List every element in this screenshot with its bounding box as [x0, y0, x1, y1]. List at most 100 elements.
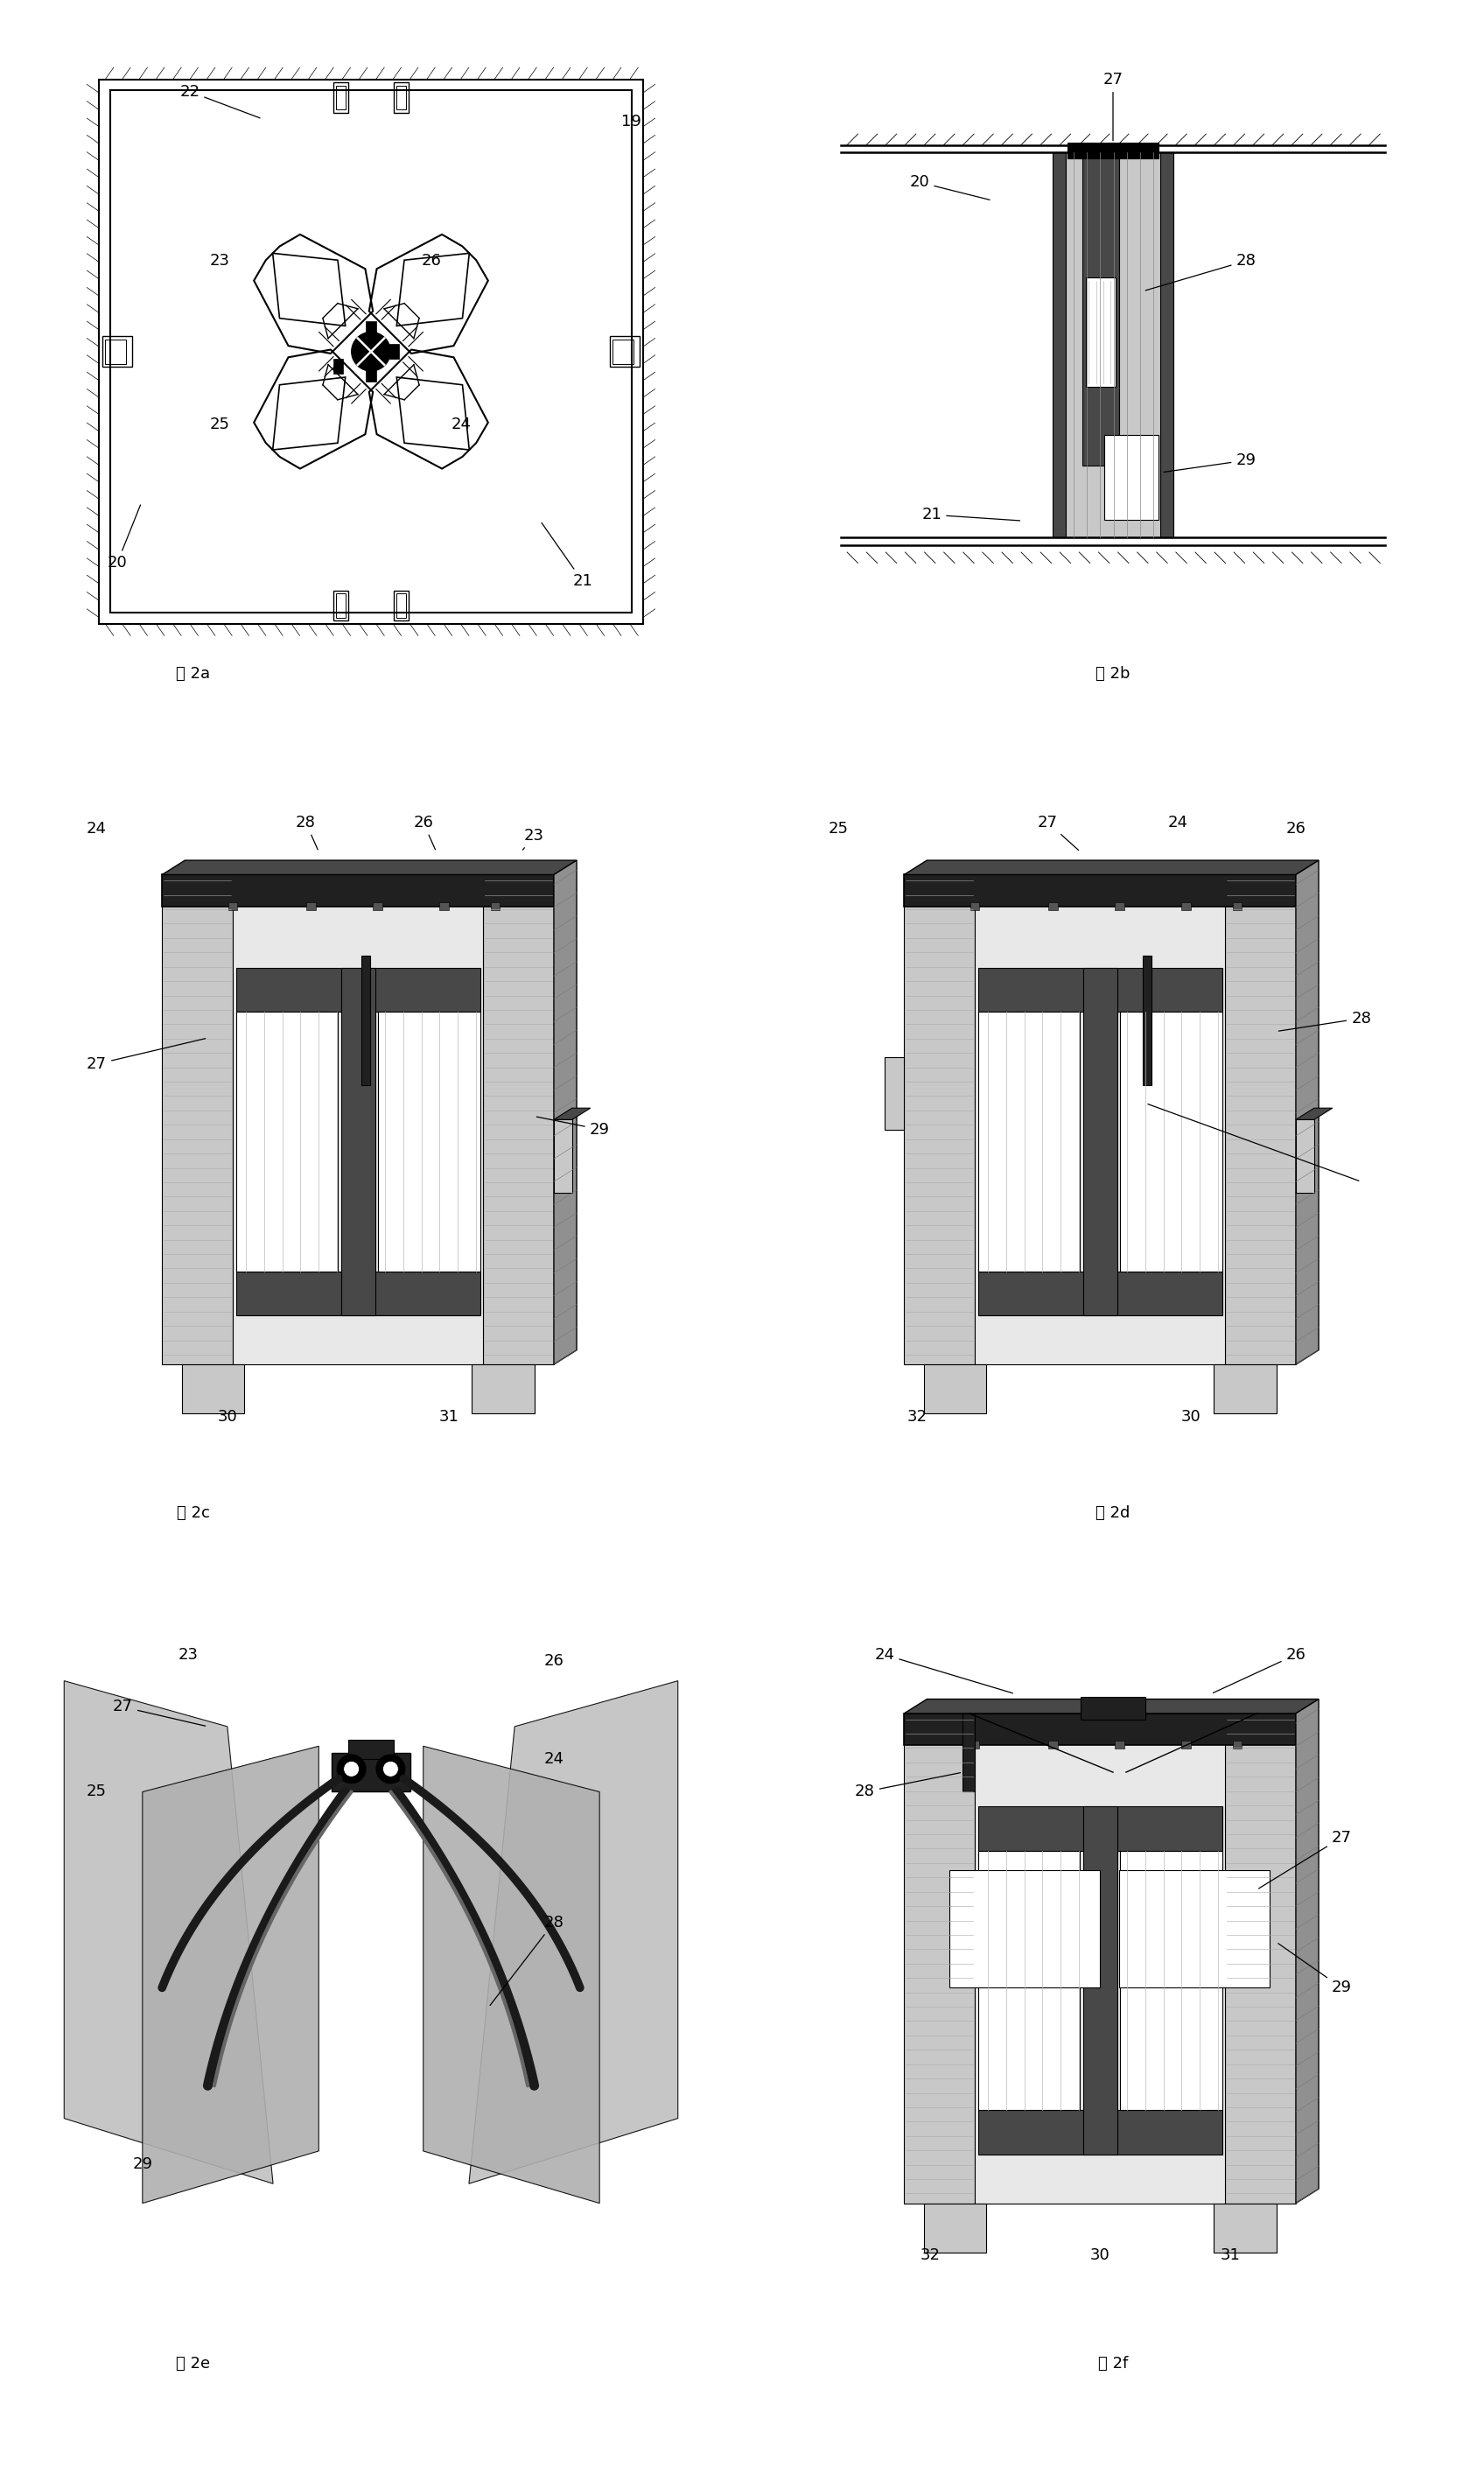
Text: 21: 21 — [542, 523, 592, 590]
Text: 图 2a: 图 2a — [175, 666, 211, 681]
Circle shape — [383, 1761, 398, 1776]
Bar — [1052, 153, 1066, 538]
Bar — [1181, 903, 1190, 910]
Text: 24: 24 — [86, 822, 107, 836]
Polygon shape — [904, 861, 1319, 876]
Bar — [554, 1120, 573, 1194]
Polygon shape — [904, 1700, 1319, 1715]
Bar — [1226, 876, 1296, 1364]
Text: 24: 24 — [543, 1752, 564, 1766]
Text: 图 2c: 图 2c — [177, 1505, 209, 1520]
Bar — [396, 86, 407, 111]
Bar — [181, 1364, 245, 1414]
Text: 图 2b: 图 2b — [1095, 666, 1131, 681]
Bar — [1233, 903, 1242, 910]
Bar — [1080, 1697, 1146, 1719]
Text: 30: 30 — [1181, 1409, 1202, 1423]
Bar — [472, 1364, 534, 1414]
Bar — [396, 592, 407, 617]
Text: 19: 19 — [620, 113, 641, 131]
Bar — [367, 321, 375, 336]
Text: 24: 24 — [451, 417, 472, 432]
Text: 31: 31 — [439, 1409, 460, 1423]
Bar — [1104, 434, 1159, 521]
Bar — [229, 903, 237, 910]
Bar — [102, 336, 132, 368]
Text: 26: 26 — [1285, 822, 1306, 836]
Bar — [978, 1850, 1079, 2109]
Bar — [1160, 153, 1174, 538]
Bar — [484, 876, 554, 1364]
Bar — [1083, 1806, 1117, 2154]
Text: 27: 27 — [1037, 814, 1079, 851]
Text: 25: 25 — [209, 417, 230, 432]
Bar — [975, 1715, 1226, 2203]
Bar — [1120, 1850, 1221, 2109]
Bar — [491, 903, 500, 910]
Polygon shape — [162, 861, 577, 876]
Bar — [1214, 1364, 1276, 1414]
Bar — [236, 1271, 479, 1315]
Bar — [1048, 1742, 1058, 1749]
Polygon shape — [64, 1680, 273, 2183]
Text: 26: 26 — [413, 814, 435, 849]
Text: 23: 23 — [178, 1648, 199, 1663]
Bar — [349, 1739, 393, 1759]
Text: 29: 29 — [132, 2156, 153, 2171]
Text: 23: 23 — [209, 254, 230, 269]
Bar — [1114, 1742, 1123, 1749]
Bar — [978, 1011, 1079, 1271]
Bar — [1083, 153, 1119, 466]
Bar — [105, 340, 126, 363]
Bar — [233, 876, 484, 1364]
Text: 28: 28 — [295, 814, 318, 849]
Bar — [950, 1870, 1100, 1988]
Bar — [361, 955, 371, 1085]
Text: 25: 25 — [828, 822, 849, 836]
Bar — [1067, 143, 1159, 158]
Circle shape — [352, 333, 390, 370]
Polygon shape — [423, 1747, 600, 2203]
Bar — [372, 903, 381, 910]
Polygon shape — [469, 1680, 678, 2183]
Bar — [236, 967, 479, 1011]
Bar — [367, 368, 375, 382]
Bar — [334, 590, 349, 622]
Bar — [1181, 1742, 1190, 1749]
Bar — [393, 81, 408, 113]
Circle shape — [377, 1754, 405, 1784]
Text: 23: 23 — [522, 826, 545, 851]
Bar — [923, 2203, 987, 2252]
Bar — [923, 1364, 987, 1414]
Text: 32: 32 — [907, 1409, 928, 1423]
Text: 32: 32 — [920, 2247, 941, 2262]
Bar — [1296, 1120, 1315, 1194]
Text: 28: 28 — [1279, 1011, 1371, 1031]
Bar — [975, 876, 1226, 1364]
Text: 30: 30 — [217, 1409, 237, 1423]
Polygon shape — [1296, 861, 1319, 1364]
Bar — [1120, 1011, 1221, 1271]
Bar — [904, 1715, 1296, 1744]
Bar — [1086, 279, 1116, 387]
Text: 26: 26 — [421, 254, 441, 269]
Text: 29: 29 — [537, 1118, 610, 1137]
Bar — [1233, 1742, 1242, 1749]
Polygon shape — [142, 1747, 319, 2203]
Bar — [1083, 967, 1117, 1315]
Bar — [1226, 1715, 1296, 2203]
Bar — [306, 903, 316, 910]
Bar — [334, 81, 349, 113]
Text: 28: 28 — [490, 1914, 564, 2006]
Text: 29: 29 — [1278, 1944, 1352, 1996]
Bar — [978, 2109, 1221, 2154]
Text: 26: 26 — [1212, 1648, 1306, 1692]
Text: 28: 28 — [855, 1774, 960, 1801]
Text: 27: 27 — [1103, 72, 1123, 141]
Bar — [393, 590, 408, 622]
Bar — [1119, 1870, 1270, 1988]
Bar — [971, 1742, 979, 1749]
Bar — [610, 336, 640, 368]
Text: 24: 24 — [874, 1648, 1012, 1692]
Text: 27: 27 — [1258, 1831, 1352, 1890]
